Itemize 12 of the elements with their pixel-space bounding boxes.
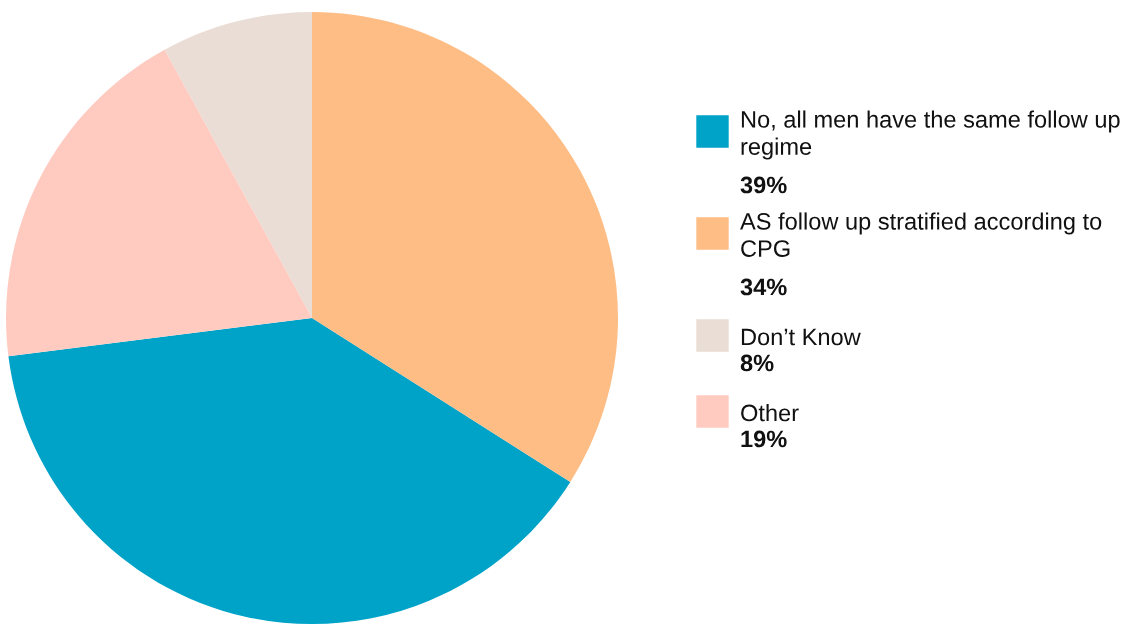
data-label: 39% <box>740 176 787 194</box>
pie-slice <box>6 49 312 357</box>
legend-label: Other <box>741 403 799 422</box>
data-label: 8% <box>740 354 774 372</box>
legend-label: AS follow up stratified according to CPG <box>740 212 1102 257</box>
legend-label: Don’t Know <box>741 328 861 346</box>
pie-slice <box>164 12 312 318</box>
pie-slice <box>312 12 618 482</box>
pie-slice <box>8 318 571 624</box>
data-label: 34% <box>740 278 787 296</box>
legend-label: No, all men have the same follow up regime <box>741 110 1120 160</box>
data-label: 19% <box>741 430 787 448</box>
